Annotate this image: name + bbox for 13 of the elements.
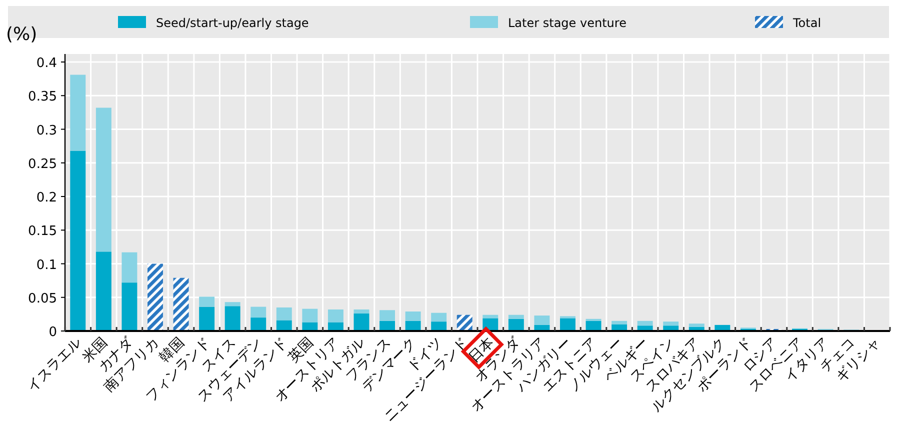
y-axis-title: (%) [6,24,38,45]
y-tick-label: 0.25 [28,156,57,172]
y-tick-label: 0.4 [36,56,57,71]
legend-label: Total [792,16,822,30]
y-tick-label: 0.35 [28,90,57,105]
y-tick-label: 0 [48,325,57,340]
legend-label: Seed/start-up/early stage [156,16,309,30]
y-tick-label: 0.15 [28,224,57,240]
y-tick-label: 0.1 [36,258,57,273]
y-tick-label: 0.2 [36,190,57,206]
y-tick-label: 0.05 [28,291,57,306]
legend-label: Later stage venture [508,16,626,30]
y-tick-label: 0.3 [36,123,57,138]
